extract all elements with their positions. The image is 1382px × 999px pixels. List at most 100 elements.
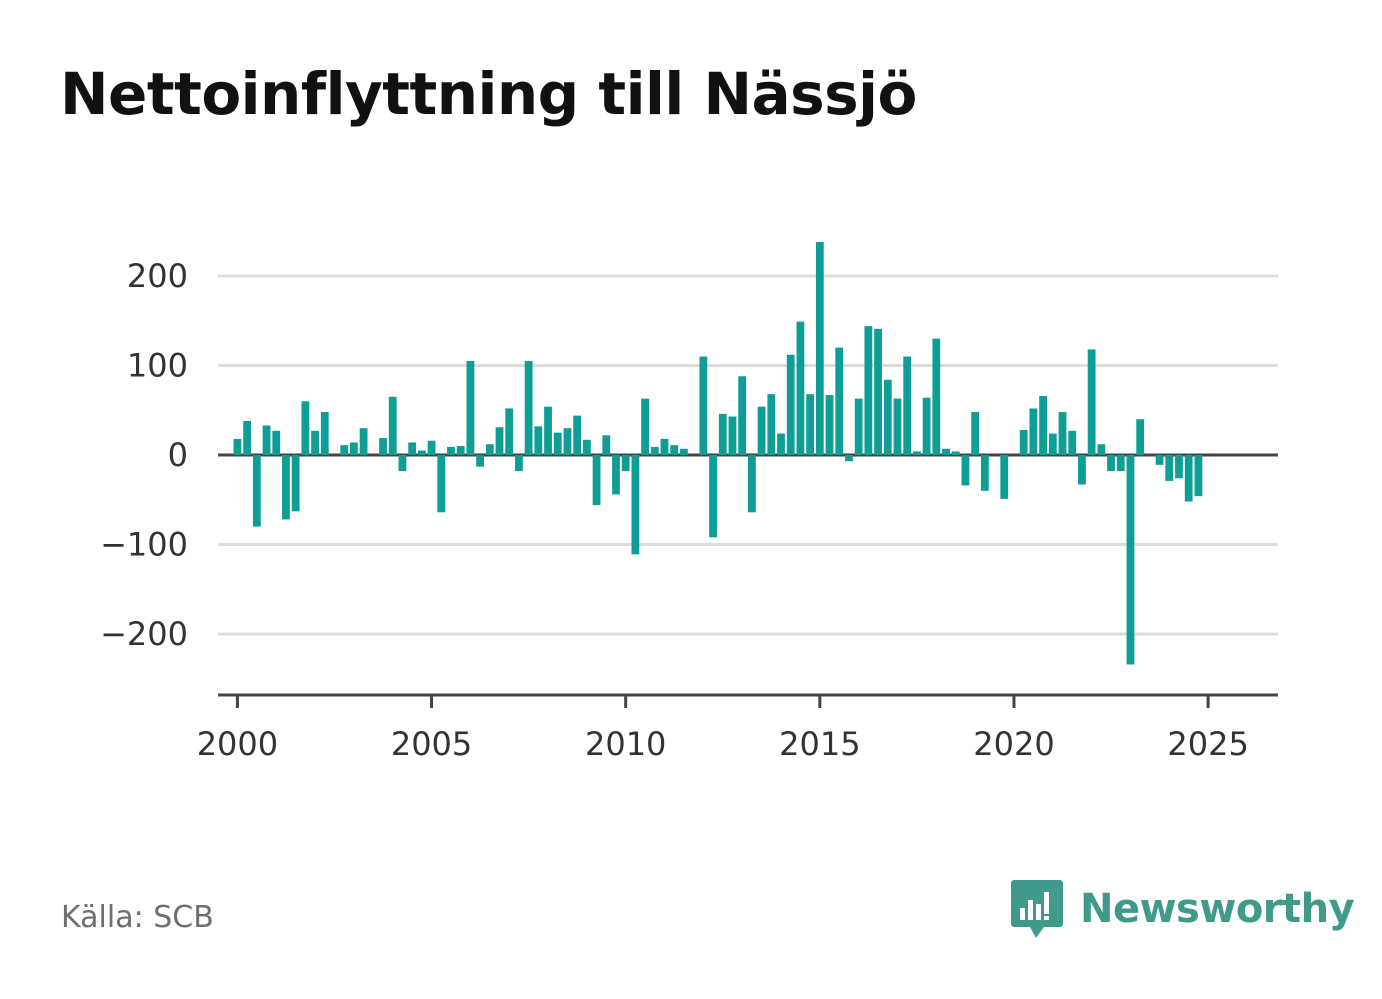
bar-2024.5 (1184, 455, 1193, 502)
bar-2013.5 (757, 406, 766, 455)
bar-2007.5 (524, 361, 533, 455)
bar-2017.75 (922, 397, 931, 455)
bar-2000.5 (252, 455, 261, 527)
grid-lines (218, 274, 1278, 636)
y-tick-label: 200 (127, 257, 188, 295)
bar-2006 (466, 361, 475, 455)
x-tick-label: 2005 (391, 725, 472, 763)
chart-speech-bubble-icon (1011, 880, 1063, 938)
y-tick-label: 0 (168, 436, 188, 474)
bar-2005.25 (437, 455, 446, 513)
bar-2012 (699, 356, 708, 455)
y-tick-label: −100 (100, 526, 188, 564)
y-tick-labels: 200 100 0 −100 −200 (100, 257, 188, 653)
bar-2022.25 (1097, 444, 1106, 455)
bar-2009 (582, 439, 591, 455)
y-tick-label: 100 (127, 347, 188, 385)
bar-2012.5 (718, 413, 727, 455)
bar-2014.75 (806, 394, 815, 455)
bar-2018.5 (951, 451, 960, 455)
bar-2005.75 (456, 446, 465, 455)
bar-2023.25 (1136, 419, 1145, 455)
bar-2018 (932, 338, 941, 455)
bar-2003.75 (379, 437, 387, 455)
bar-2019.25 (980, 455, 989, 491)
bar-2001.25 (282, 455, 290, 520)
bar-2010.25 (631, 455, 640, 555)
bar-2021 (1048, 433, 1057, 455)
x-tick-label: 2025 (1167, 725, 1248, 763)
bar-2020.5 (1029, 408, 1038, 455)
bar-2014.25 (786, 354, 795, 455)
bar-2002.25 (320, 412, 329, 455)
bar-2003 (349, 442, 358, 455)
bar-2008 (544, 406, 552, 455)
bar-2009.25 (592, 455, 601, 506)
bar-2016 (854, 398, 863, 455)
bar-2019 (971, 412, 980, 455)
bar-2020.25 (1019, 429, 1028, 455)
bar-2002 (311, 430, 319, 455)
bar-2022 (1087, 349, 1096, 455)
bar-2004 (388, 396, 397, 455)
bar-2017 (893, 398, 902, 455)
bar-2011.5 (680, 448, 688, 455)
bar-2013 (738, 376, 747, 455)
bars (233, 241, 1203, 665)
bar-2009.5 (602, 435, 611, 455)
bar-2005.5 (447, 446, 455, 455)
bar-2016.5 (874, 328, 882, 455)
bar-2015.5 (835, 347, 844, 455)
bar-2006.75 (495, 427, 504, 455)
bar-2005 (427, 440, 436, 455)
bar-2013.75 (767, 394, 776, 455)
bar-2022.5 (1107, 455, 1115, 472)
bar-2008.25 (553, 432, 562, 455)
bar-2000.25 (243, 420, 252, 455)
bar-2009.75 (612, 455, 620, 495)
bar-2021.25 (1058, 412, 1067, 455)
bar-2013.25 (747, 455, 756, 513)
bar-2022.75 (1116, 455, 1125, 472)
bar-2002.75 (340, 445, 349, 455)
bar-2015.75 (845, 455, 853, 462)
bar-2001 (272, 430, 281, 455)
bar-2010.5 (641, 398, 650, 455)
bar-2024 (1165, 455, 1174, 481)
x-axis: 2000 2005 2010 2015 2020 2025 (197, 693, 1278, 763)
bar-2006.25 (476, 455, 484, 467)
bar-2012.75 (728, 416, 737, 455)
bar-2017.25 (903, 356, 912, 455)
x-tick-label: 2015 (779, 725, 860, 763)
bar-2018.75 (961, 455, 970, 486)
bar-2021.75 (1078, 455, 1086, 485)
chart-title: Nettoinflyttning till Nässjö (60, 60, 917, 128)
bar-2021.5 (1068, 430, 1077, 455)
bar-2012.25 (709, 455, 717, 538)
source-label: Källa: SCB (61, 900, 214, 935)
bar-2018.25 (942, 448, 950, 455)
bar-2016.25 (864, 326, 873, 455)
bar-2011 (660, 438, 669, 455)
x-tick-label: 2010 (585, 725, 666, 763)
bar-2024.75 (1194, 455, 1203, 497)
bar-2011.25 (670, 445, 679, 455)
bar-2023 (1126, 455, 1135, 665)
bar-2006.5 (485, 444, 494, 455)
bar-2024.25 (1175, 455, 1183, 479)
bar-2010.75 (650, 446, 659, 455)
brand-logo: Newsworthy (1010, 878, 1355, 940)
bar-2007.25 (515, 455, 523, 472)
bar-2007.75 (534, 426, 543, 455)
bar-2015 (815, 241, 824, 455)
bar-2003.25 (359, 428, 368, 455)
bar-2019.75 (1000, 455, 1009, 499)
bar-2010 (621, 455, 630, 472)
bar-2014 (777, 433, 785, 455)
x-tick-label: 2020 (973, 725, 1054, 763)
bar-2001.75 (301, 401, 310, 455)
bar-2023.75 (1155, 455, 1164, 465)
bar-2017.5 (913, 451, 921, 455)
bar-2016.75 (883, 379, 892, 455)
bar-2007 (505, 408, 514, 455)
